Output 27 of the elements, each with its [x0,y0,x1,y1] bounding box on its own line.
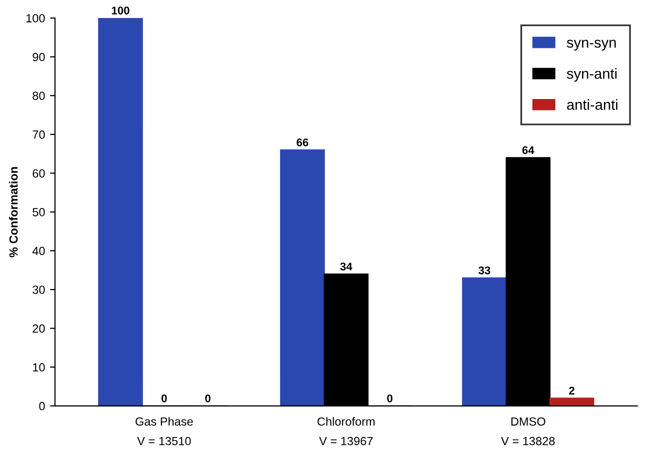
y-tick-label: 70 [32,130,45,139]
y-axis-title: % Conformation [9,167,18,258]
y-tick-label: 50 [32,208,45,216]
x-tick-label: Gas Phase V = 13510 [136,417,193,446]
x-tick-label: Chloroform V = 13967 [318,417,375,446]
y-tick-label: 100 [26,14,45,22]
data-label: 34 [340,262,352,270]
y-tick-label: 40 [32,246,45,256]
data-label: 66 [296,138,308,146]
y-tick-label: 0 [39,402,45,410]
data-label: 0 [162,394,167,402]
data-label: 2 [569,386,574,394]
y-tick-label: 90 [32,52,45,62]
y-tick-label: 20 [32,324,45,333]
legend-label: syn-syn [566,40,616,51]
data-label: 100 [112,6,130,14]
y-tick-label: 80 [32,92,45,100]
data-label: 0 [205,394,210,402]
data-label: 33 [478,266,490,274]
data-label: 64 [522,146,534,154]
x-tick-label: DMSO V = 13828 [501,417,555,446]
data-label: 0 [387,394,392,402]
legend-label: anti-anti [567,99,618,110]
legend-label: syn-anti [566,68,617,82]
y-tick-label: 10 [33,363,45,372]
y-tick-label: 60 [32,169,45,178]
y-tick-label: 30 [32,286,45,294]
